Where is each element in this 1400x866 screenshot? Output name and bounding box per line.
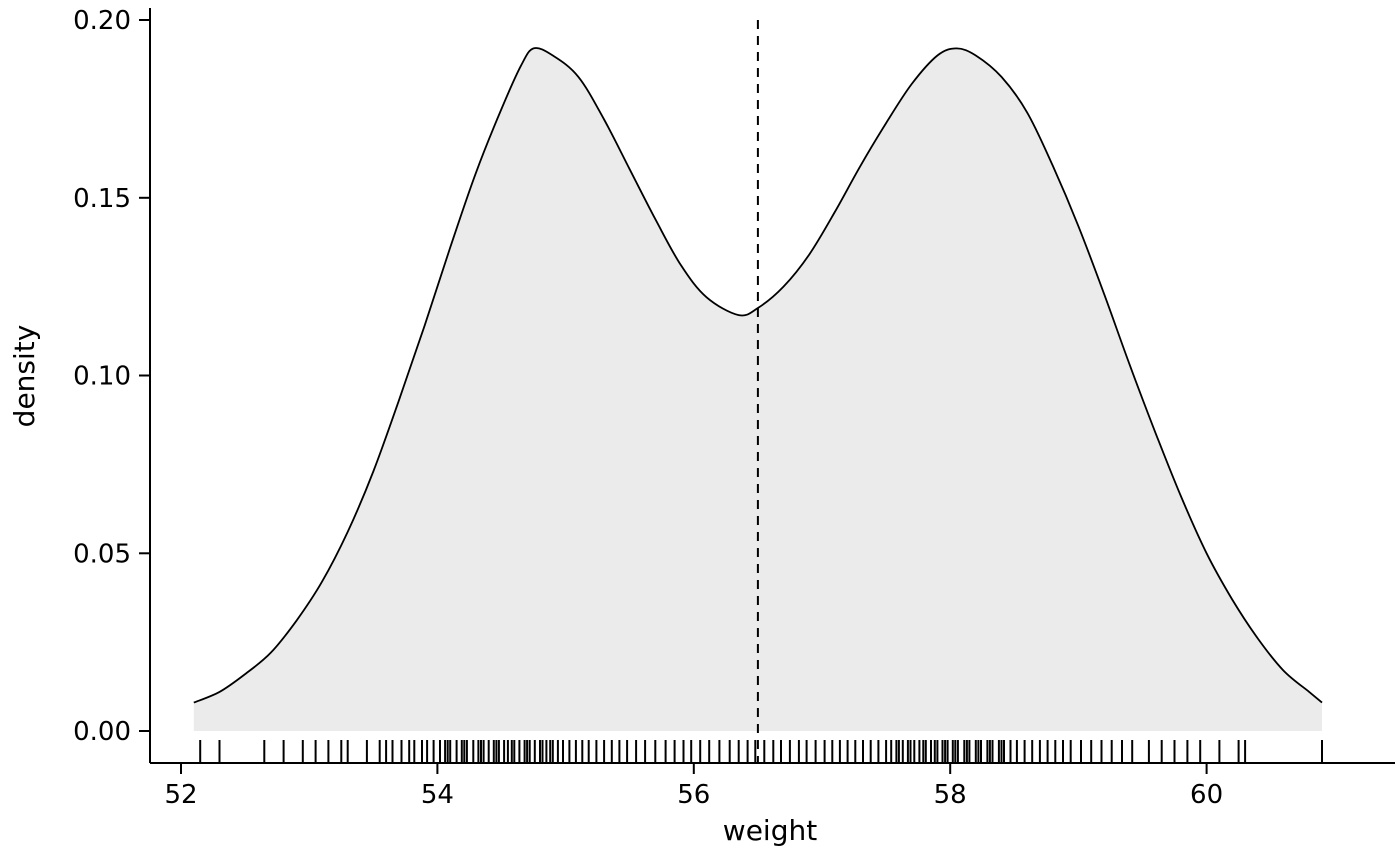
axes: 52 54 56 58 60 0.00 0.05 0.10 0.15 0.20 weight d… bbox=[8, 6, 1395, 847]
x-ticks: 52 54 56 58 60 bbox=[164, 763, 1223, 810]
y-ticks: 0.00 0.05 0.10 0.15 0.20 bbox=[73, 6, 150, 747]
y-tick-label: 0.00 bbox=[73, 717, 131, 747]
x-tick-label: 52 bbox=[164, 780, 197, 810]
x-tick-label: 60 bbox=[1190, 780, 1223, 810]
y-tick-label: 0.10 bbox=[73, 362, 131, 392]
plot-area bbox=[193, 20, 1323, 762]
x-tick-label: 56 bbox=[677, 780, 710, 810]
rug-marks bbox=[199, 740, 1323, 762]
y-tick-label: 0.15 bbox=[73, 184, 131, 214]
x-tick-label: 54 bbox=[421, 780, 454, 810]
y-axis-label: density bbox=[8, 325, 41, 428]
y-tick-label: 0.05 bbox=[73, 539, 131, 569]
x-tick-label: 58 bbox=[934, 780, 967, 810]
x-axis-label: weight bbox=[723, 814, 817, 847]
y-tick-label: 0.20 bbox=[73, 6, 131, 36]
